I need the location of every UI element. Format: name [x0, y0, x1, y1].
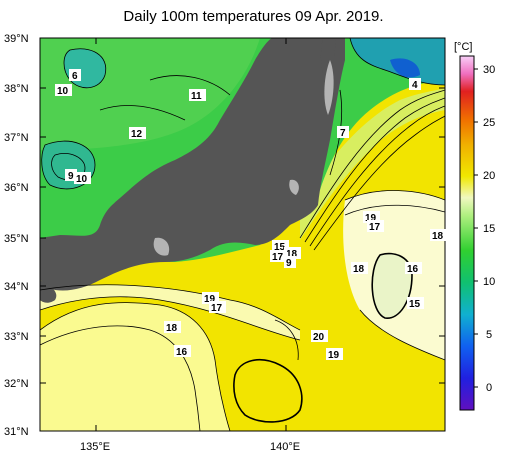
- contour-label: 16: [407, 264, 419, 275]
- contour-labels: 6 10 11 4 12 7 9 10 19 17 18 15 18 16 17…: [55, 69, 447, 361]
- pale-water-sw: [40, 302, 230, 431]
- contour-label: 20: [313, 332, 325, 343]
- land-honshu: [40, 38, 345, 291]
- colorbar-tick: 5: [486, 329, 492, 341]
- colorbar-unit: [°C]: [454, 41, 472, 53]
- contour-label: 18: [166, 323, 178, 334]
- lat-label: 33°N: [4, 331, 29, 343]
- lat-labels: 39°N 38°N 37°N 36°N 35°N 34°N 33°N 32°N …: [4, 33, 29, 438]
- contour-label: 18: [432, 231, 444, 242]
- contour-label: 15: [409, 299, 421, 310]
- map-field: [40, 38, 445, 431]
- lat-label: 31°N: [4, 426, 29, 438]
- contour-label: 10: [57, 86, 69, 97]
- no-data-coast: [289, 179, 299, 195]
- cool-eddy: [372, 253, 412, 319]
- contour-label: 7: [340, 128, 346, 139]
- contour-label: 17: [211, 303, 223, 314]
- contour-label: 12: [131, 129, 143, 140]
- contour-label: 4: [412, 80, 418, 91]
- contour-label: 10: [76, 174, 88, 185]
- coldest-patch: [390, 58, 420, 78]
- contour-label: 17: [369, 222, 381, 233]
- colorbar-tick: 30: [483, 64, 495, 76]
- contour-label: 17: [272, 252, 284, 263]
- contour-label: 19: [328, 350, 340, 361]
- lat-label: 34°N: [4, 281, 29, 293]
- no-data-sado: [324, 60, 334, 115]
- lat-label: 35°N: [4, 233, 29, 245]
- lat-label: 37°N: [4, 132, 29, 144]
- lat-label: 38°N: [4, 83, 29, 95]
- lon-label: 140°E: [270, 441, 300, 453]
- lat-label: 32°N: [4, 378, 29, 390]
- colorbar-scale: [459, 55, 475, 411]
- contour-label: 19: [204, 294, 216, 305]
- colorbar-tick: 20: [483, 170, 495, 182]
- colorbar-tick: 0: [486, 382, 492, 394]
- contour-label: 6: [72, 71, 78, 82]
- lon-label: 135°E: [80, 441, 110, 453]
- contour-label: 15: [274, 242, 286, 253]
- lat-label: 36°N: [4, 182, 29, 194]
- contour-label: 9: [286, 258, 292, 269]
- contour-label: 18: [286, 249, 298, 260]
- contour-label: 9: [68, 171, 74, 182]
- lat-label: 39°N: [4, 33, 29, 45]
- land-sado: [320, 38, 336, 80]
- colorbar-tick: 25: [483, 117, 495, 129]
- contour-label: 18: [353, 264, 365, 275]
- colorbar-tick: 15: [483, 223, 495, 235]
- contour-label: 16: [176, 347, 188, 358]
- contour-lines: [40, 38, 445, 431]
- colorbar: [°C] 30 25 20 15 10 5 0: [454, 41, 495, 411]
- colorbar-tick: 10: [483, 276, 495, 288]
- no-data-bay: [153, 237, 170, 256]
- contour-label: 11: [191, 91, 202, 102]
- map-title: Daily 100m temperatures 09 Apr. 2019.: [123, 8, 384, 25]
- contour-label: 19: [365, 213, 377, 224]
